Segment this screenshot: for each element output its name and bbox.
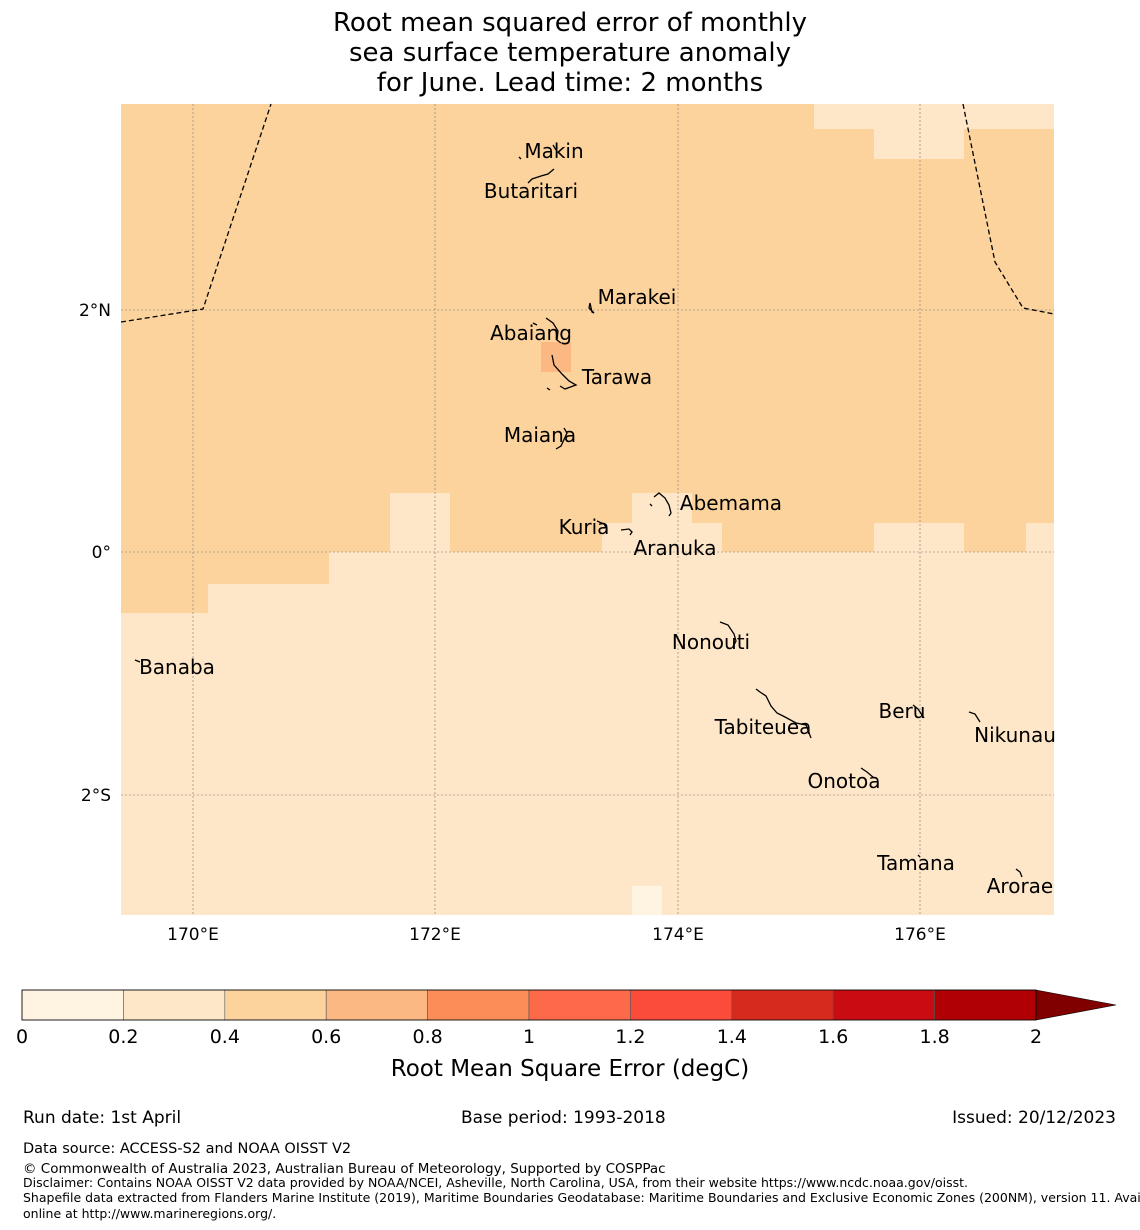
shapefile-credit-line-2: online at http://www.marineregions.org/. <box>23 1206 277 1221</box>
colorbar-extend-arrow <box>1035 989 1117 1021</box>
colorbar-cell <box>731 989 834 1021</box>
island-label-arorae: Arorae <box>987 874 1053 898</box>
disclaimer: Disclaimer: Contains NOAA OISST V2 data … <box>23 1175 968 1190</box>
colorbar-cell <box>224 989 327 1021</box>
lon-tick-label: 174°E <box>652 925 704 945</box>
colorbar-cell <box>123 989 226 1021</box>
colorbar-tick-label: 2 <box>1030 1026 1042 1048</box>
base-period: Base period: 1993-2018 <box>461 1108 666 1128</box>
island-label-banaba: Banaba <box>139 655 215 679</box>
colorbar-cell <box>427 989 530 1021</box>
rmse-region-0.4-0.6 <box>121 104 1054 613</box>
island-label-butaritari: Butaritari <box>484 179 578 203</box>
island-label-tabiteuea: Tabiteuea <box>714 715 812 739</box>
island-label-nikunau: Nikunau <box>974 723 1056 747</box>
colorbar-tick-label: 0.4 <box>210 1026 240 1048</box>
issued-date: Issued: 20/12/2023 <box>952 1108 1116 1128</box>
island-label-maiana: Maiana <box>504 423 576 447</box>
lon-tick-label: 176°E <box>894 925 946 945</box>
lat-tick-label: 2°S <box>81 786 111 806</box>
island-labels: Makin Butaritari Marakei Abaiang Tarawa … <box>139 139 1056 898</box>
island-label-abaiang: Abaiang <box>490 321 572 345</box>
island-outlines <box>134 144 1023 878</box>
title-line-1: Root mean squared error of monthly <box>332 8 808 38</box>
colorbar-tick-label: 1.6 <box>818 1026 848 1048</box>
colorbar-cell <box>832 989 935 1021</box>
lon-axis: 170°E 172°E 174°E 176°E <box>167 925 946 945</box>
eez-boundary <box>120 103 1055 323</box>
island-label-beru: Beru <box>879 699 926 723</box>
lat-tick-label: 0° <box>92 543 111 563</box>
gridlines <box>121 104 1054 915</box>
colorbar-tick-label: 1.8 <box>919 1026 949 1048</box>
lat-tick-label: 2°N <box>79 301 111 321</box>
island-label-onotoa: Onotoa <box>808 769 881 793</box>
colorbar-tick-label: 0.2 <box>108 1026 138 1048</box>
colorbar-tick-label: 0.6 <box>311 1026 341 1048</box>
colorbar-tick-label: 0.8 <box>412 1026 442 1048</box>
island-label-tamana: Tamana <box>876 851 955 875</box>
colorbar-cell <box>325 989 428 1021</box>
colorbar-frame <box>21 989 1037 1021</box>
shapefile-credit-line-1: Shapefile data extracted from Flanders M… <box>23 1190 1140 1205</box>
colorbar-cell <box>630 989 733 1021</box>
island-label-abemama: Abemama <box>680 491 782 515</box>
island-label-aranuka: Aranuka <box>634 536 717 560</box>
island-label-nonouti: Nonouti <box>672 630 750 654</box>
rmse-cell-0.2-0.4 <box>632 886 662 915</box>
lon-tick-label: 170°E <box>167 925 219 945</box>
island-label-makin: Makin <box>524 139 583 163</box>
colorbar-cell <box>21 989 124 1021</box>
colorbar-tick-label: 1 <box>523 1026 535 1048</box>
lon-tick-label: 172°E <box>409 925 461 945</box>
colorbar-tick-label: 1.2 <box>615 1026 645 1048</box>
colorbar: 0 0.2 0.4 0.6 0.8 1 1.2 1.4 1.6 1.8 2 Root Mean Sq… <box>16 989 1117 1082</box>
island-label-marakei: Marakei <box>598 285 677 309</box>
colorbar-cell <box>528 989 631 1021</box>
colorbar-label: Root Mean Square Error (degC) <box>391 1056 749 1082</box>
lat-axis: 2°N 0° 2°S <box>79 301 111 806</box>
map-title: Root mean squared error of monthly sea s… <box>0 8 1140 98</box>
island-label-tarawa: Tarawa <box>581 365 652 389</box>
rmse-map: 2°N 0° 2°S 170°E 172°E 174°E 176°E Makin… <box>16 103 1117 1082</box>
colorbar-cell <box>934 989 1037 1021</box>
title-line-2: sea surface temperature anomaly <box>349 38 791 68</box>
rmse-raster <box>121 104 1054 915</box>
colorbar-tick-label: 0 <box>16 1026 28 1048</box>
run-date: Run date: 1st April <box>23 1108 182 1128</box>
island-label-kuria: Kuria <box>559 515 610 539</box>
colorbar-tick-label: 1.4 <box>717 1026 747 1048</box>
data-source: Data source: ACCESS-S2 and NOAA OISST V2 <box>23 1141 352 1157</box>
title-line-3: for June. Lead time: 2 months <box>376 68 764 98</box>
copyright-notice: © Commonwealth of Australia 2023, Austra… <box>23 1161 666 1177</box>
